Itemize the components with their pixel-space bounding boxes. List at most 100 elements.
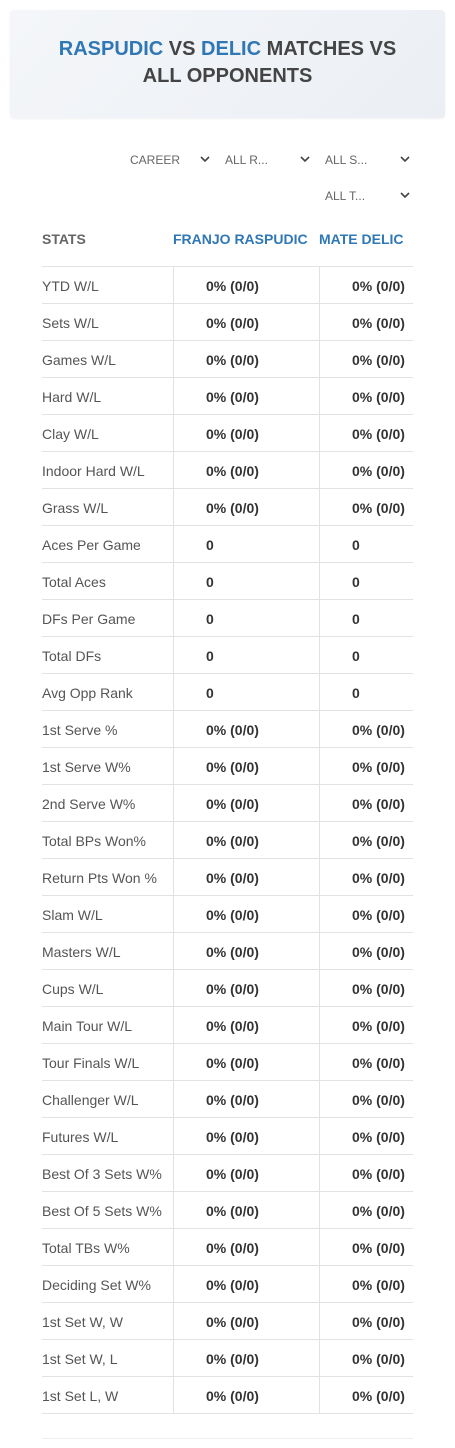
filter-select[interactable]: ALL T... [325,188,410,204]
filter-label: CAREER [130,153,181,167]
row-divider [42,932,413,933]
stat-value: 0% (0/0) [206,389,259,405]
stat-value: 0% (0/0) [206,1203,259,1219]
stat-value: 0% (0/0) [352,1018,405,1034]
stat-label: Return Pts Won % [42,870,157,886]
filter-select[interactable]: CAREER [130,152,210,168]
chevron [300,156,310,163]
stat-value: 0 [352,574,360,590]
stat-value: 0% (0/0) [352,426,405,442]
stat-value: 0% (0/0) [352,1314,405,1330]
row-divider [42,525,413,526]
filter-label: ALL T... [325,189,366,203]
row-divider [42,1191,413,1192]
row-divider [42,414,413,415]
stat-value: 0% (0/0) [352,463,405,479]
row-divider [42,895,413,896]
title-line: RASPUDIC VS DELIC MATCHES VS [10,38,445,61]
stat-value: 0% (0/0) [352,1203,405,1219]
stat-value: 0% (0/0) [352,981,405,997]
stat-label: Avg Opp Rank [42,685,133,701]
row-divider [42,562,413,563]
stat-value: 0% (0/0) [206,833,259,849]
stat-value: 0% (0/0) [352,833,405,849]
stat-value: 0 [206,574,214,590]
stat-value: 0% (0/0) [206,907,259,923]
stat-value: 0% (0/0) [206,426,259,442]
row-divider [42,1006,413,1007]
row-divider [42,1154,413,1155]
stat-value: 0% (0/0) [352,1351,405,1367]
row-divider [42,340,413,341]
stat-label: Indoor Hard W/L [42,463,145,479]
stat-value: 0% (0/0) [206,1240,259,1256]
stat-value: 0% (0/0) [206,981,259,997]
column-header: MATE DELIC [319,231,404,247]
stat-value: 0 [352,648,360,664]
row-divider [42,1376,413,1377]
row-divider [42,858,413,859]
row-divider [42,451,413,452]
stat-label: 1st Set W, W [42,1314,123,1330]
stat-value: 0% (0/0) [352,389,405,405]
player1: RASPUDIC [58,38,164,60]
stat-label: 1st Serve W% [42,759,131,775]
column-divider [173,266,174,1413]
chevron [400,192,410,199]
stat-value: 0 [206,537,214,553]
row-divider [42,1265,413,1266]
stat-label: Tour Finals W/L [42,1055,140,1071]
stat-value: 0% (0/0) [352,1388,405,1404]
stat-value: 0% (0/0) [206,500,259,516]
stat-value: 0 [352,537,360,553]
stat-value: 0 [352,611,360,627]
stat-value: 0% (0/0) [206,722,259,738]
filter-label: ALL S... [325,153,368,167]
stat-value: 0% (0/0) [206,759,259,775]
stat-value: 0% (0/0) [352,278,405,294]
stat-label: Total BPs Won% [42,833,147,849]
header: RASPUDIC VS DELIC MATCHES VS ALL OPPONEN… [10,10,445,118]
row-divider [42,747,413,748]
stat-label: Best Of 5 Sets W% [42,1203,162,1219]
stat-value: 0 [206,611,214,627]
stat-value: 0 [206,685,214,701]
stat-value: 0% (0/0) [352,944,405,960]
filter-select[interactable]: ALL R... [225,152,310,168]
stat-label: Best Of 3 Sets W% [42,1166,162,1182]
row-divider [42,969,413,970]
stat-value: 0% (0/0) [206,1129,259,1145]
stat-value: 0% (0/0) [352,315,405,331]
row-divider [42,266,413,267]
stat-label: DFs Per Game [42,611,136,627]
stat-label: Sets W/L [42,315,99,331]
filter-select[interactable]: ALL S... [325,152,410,168]
stat-value: 0% (0/0) [206,1351,259,1367]
stat-label: Total Aces [42,574,106,590]
stat-value: 0% (0/0) [352,500,405,516]
stat-label: Hard W/L [42,389,102,405]
row-divider [42,821,413,822]
title-rest: MATCHES VS [266,38,397,60]
stat-label: 2nd Serve W% [42,796,136,812]
row-divider [42,673,413,674]
row-divider [42,1080,413,1081]
row-divider [42,377,413,378]
stat-label: YTD W/L [42,278,99,294]
stat-value: 0% (0/0) [206,1166,259,1182]
row-divider [42,636,413,637]
stat-value: 0% (0/0) [206,1277,259,1293]
stat-label: Main Tour W/L [42,1018,132,1034]
row-divider [42,710,413,711]
stat-value: 0% (0/0) [206,463,259,479]
stat-label: Deciding Set W% [42,1277,151,1293]
row-divider [42,599,413,600]
stat-label: Aces Per Game [42,537,141,553]
stat-label: 1st Set W, L [42,1351,118,1367]
stat-value: 0% (0/0) [206,944,259,960]
stat-value: 0% (0/0) [352,870,405,886]
stat-value: 0% (0/0) [352,1166,405,1182]
stat-value: 0% (0/0) [206,315,259,331]
stat-label: Slam W/L [42,907,103,923]
